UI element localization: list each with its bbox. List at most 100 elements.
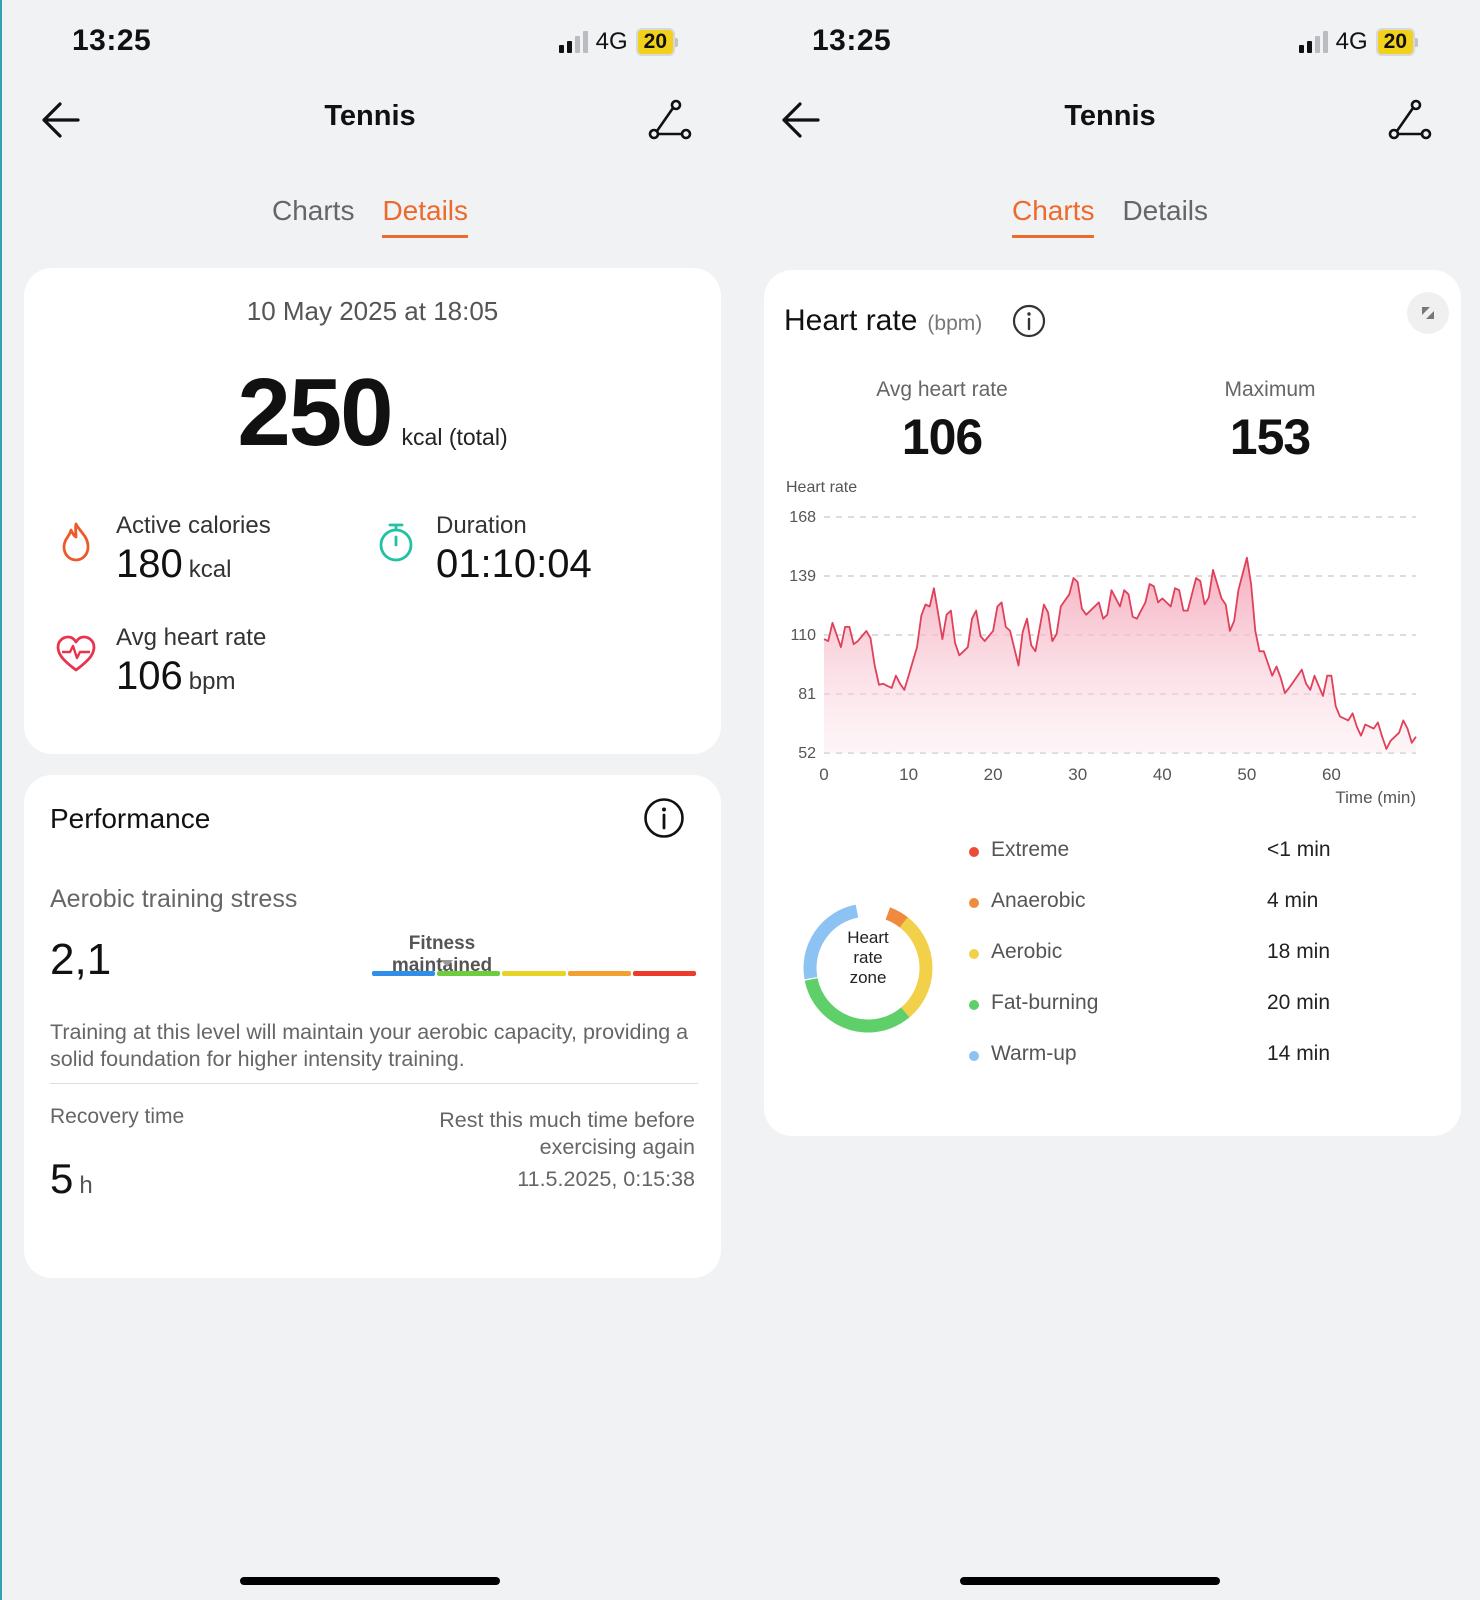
- scale-segment: [502, 971, 566, 976]
- zone-donut-label-line: zone: [849, 968, 887, 987]
- page-title: Tennis: [324, 100, 416, 132]
- edge-line: [0, 0, 2, 1600]
- home-indicator[interactable]: [240, 1577, 500, 1585]
- performance-title: Performance: [50, 803, 211, 834]
- expand-button[interactable]: [1407, 292, 1449, 334]
- status-time: 13:25: [72, 24, 152, 57]
- network-type: 4G: [595, 28, 628, 55]
- heart-rate-area: [824, 557, 1416, 753]
- aerobic-stress-label: Aerobic training stress: [50, 885, 298, 913]
- back-arrow-icon[interactable]: [38, 98, 86, 142]
- avg-heart-rate-label: Avg heart rate: [876, 378, 1008, 401]
- zone-row: Fat-burning 20 min: [969, 991, 1369, 1021]
- zone-dot: [969, 898, 979, 908]
- heart-rate-chart: Heart rate 168 139 110 81 520 10 20 30 40 50 60 Time…: [786, 479, 1417, 807]
- x-tick-label: 20: [984, 765, 1003, 784]
- zone-duration: 20 min: [1267, 991, 1331, 1014]
- tab-charts[interactable]: Charts: [271, 195, 355, 226]
- x-tick-label: 50: [1237, 765, 1256, 784]
- stopwatch-icon: [379, 523, 413, 562]
- y-tick-label: 81: [798, 686, 816, 703]
- avg-heart-rate-stat: Avg heart rate 106: [842, 378, 1042, 466]
- avg-heart-rate-metric: Avg heart rate 106 bpm: [54, 624, 266, 699]
- zone-donut-chart: [803, 903, 933, 1033]
- route-icon[interactable]: [646, 98, 694, 142]
- active-calories-value: 180: [116, 542, 183, 586]
- zone-name: Aerobic: [991, 940, 1063, 963]
- aerobic-stress-value: 2,1: [50, 935, 112, 984]
- x-axis-title: Time (min): [1335, 788, 1416, 807]
- scale-segment: [632, 971, 697, 976]
- nav-bar: Tennis: [0, 92, 740, 148]
- x-tick-label: 60: [1322, 765, 1341, 784]
- zone-name: Anaerobic: [991, 889, 1086, 912]
- battery-icon: 20: [1375, 28, 1418, 56]
- tab-details[interactable]: Details: [1122, 195, 1209, 226]
- route-icon[interactable]: [1386, 98, 1434, 142]
- heart-rate-zones: Heart rate zone Extreme <1 min Anaerobic 4 …: [764, 830, 1461, 1120]
- recovery-unit: h: [79, 1172, 93, 1199]
- stress-scale: [372, 971, 697, 976]
- zone-name: Fat-burning: [991, 991, 1099, 1014]
- y-tick-label: 52: [798, 745, 816, 762]
- tab-charts[interactable]: Charts: [1011, 195, 1095, 238]
- zone-dot: [969, 847, 979, 857]
- y-tick-label: 110: [790, 627, 816, 644]
- zone-row: Aerobic 18 min: [969, 940, 1369, 970]
- recovery-note: Rest this much time before exercising ag…: [439, 1108, 695, 1159]
- network-type: 4G: [1335, 28, 1368, 55]
- heart-rate-card: Heart rate (bpm) Avg heart rate 106 Maxi…: [764, 270, 1461, 1136]
- zone-row: Anaerobic 4 min: [969, 889, 1369, 919]
- zone-donut-label-line: rate: [853, 948, 883, 967]
- tab-details[interactable]: Details: [382, 195, 469, 238]
- avg-heart-rate-label: Avg heart rate: [116, 624, 267, 651]
- duration-metric: Duration 01:10:04: [374, 512, 592, 587]
- x-tick-label: 0: [819, 765, 828, 784]
- summary-card: 10 May 2025 at 18:05 250 kcal (total) Ac…: [24, 268, 721, 754]
- zone-row: Warm-up 14 min: [969, 1042, 1369, 1072]
- zone-duration: 18 min: [1267, 940, 1331, 963]
- status-indicators: 4G 20: [1298, 28, 1418, 56]
- heart-rate-unit: (bpm): [927, 312, 983, 335]
- recovery-label: Recovery time: [50, 1105, 185, 1128]
- status-time: 13:25: [812, 24, 892, 57]
- zone-donut-label-line: Heart: [847, 928, 889, 947]
- expand-icon: [1422, 307, 1434, 319]
- back-arrow-icon[interactable]: [778, 98, 826, 142]
- workout-date: 10 May 2025 at 18:05: [246, 296, 499, 326]
- divider: [50, 1083, 698, 1084]
- battery-level: 20: [635, 28, 675, 56]
- avg-heart-rate-value: 106: [901, 409, 983, 465]
- heart-rate-title-text: Heart rate: [784, 304, 918, 337]
- avg-heart-rate-unit: bpm: [188, 668, 236, 695]
- zone-donut-label: Heart rate zone: [800, 928, 936, 988]
- active-calories-metric: Active calories 180 kcal: [54, 512, 271, 587]
- zone-dot: [969, 949, 979, 959]
- battery-level: 20: [1375, 28, 1415, 56]
- y-tick-label: 139: [789, 568, 816, 585]
- heart-rate-line: [823, 556, 1417, 750]
- info-icon[interactable]: [1012, 304, 1046, 338]
- zone-duration: 14 min: [1267, 1042, 1331, 1065]
- performance-card: Performance Aerobic training stress 2,1 …: [24, 775, 721, 1278]
- zone-name: Warm-up: [991, 1042, 1077, 1065]
- performance-description: Training at this level will maintain you…: [50, 1020, 689, 1071]
- details-screen: 13:25 4G 20 Tennis Charts Details 10 May…: [0, 24, 740, 1585]
- signal-icon: [1298, 31, 1328, 53]
- recovery-until: 11.5.2025, 0:15:38: [517, 1167, 695, 1191]
- home-indicator[interactable]: [960, 1577, 1220, 1585]
- total-calories: 250 kcal (total): [24, 358, 721, 468]
- status-indicators: 4G 20: [558, 28, 678, 56]
- zone-duration: 4 min: [1267, 889, 1319, 912]
- tab-bar: Charts Details: [740, 195, 1480, 238]
- scale-segment: [567, 971, 631, 976]
- zone-dot: [969, 1000, 979, 1010]
- battery-icon: 20: [635, 28, 678, 56]
- x-tick-label: 30: [1068, 765, 1087, 784]
- info-icon[interactable]: [643, 797, 685, 839]
- duration-label: Duration: [436, 512, 527, 539]
- zone-duration: <1 min: [1267, 838, 1331, 861]
- signal-icon: [558, 31, 588, 53]
- recovery-value: 5: [50, 1155, 74, 1202]
- page-title: Tennis: [1064, 100, 1156, 132]
